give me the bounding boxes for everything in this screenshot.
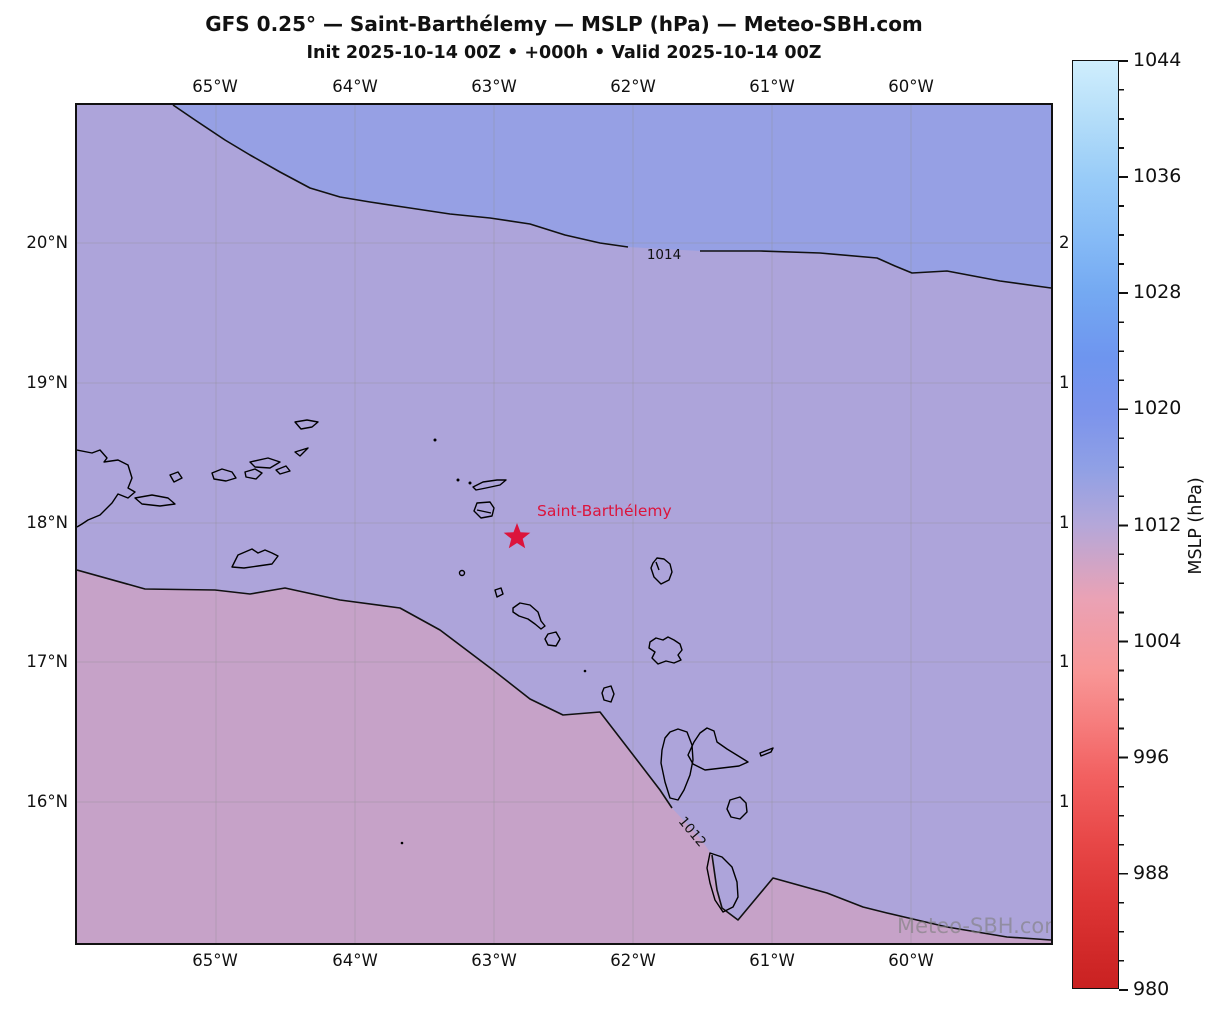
colorbar-tick-label: 988 xyxy=(1133,862,1170,884)
isobar-1012 xyxy=(711,854,1051,941)
isobar-label-1014: 1014 xyxy=(647,247,681,263)
lon-tick-bottom: 60°W xyxy=(888,951,934,970)
location-label: Saint-Barthélemy xyxy=(537,502,672,520)
lat-tick: 19°N xyxy=(26,373,68,392)
lon-tick-top: 62°W xyxy=(610,77,656,96)
plot-subtitle: Init 2025-10-14 00Z • +000h • Valid 2025… xyxy=(306,43,822,63)
colorbar-major-ticks xyxy=(1119,60,1128,991)
right-axis-clipped-label: 1 xyxy=(1059,373,1070,392)
isobar-1012 xyxy=(77,569,673,809)
colorbar-tick-label: 1028 xyxy=(1133,281,1182,303)
lat-tick: 20°N xyxy=(26,233,68,252)
location-star-icon xyxy=(503,523,531,549)
lon-tick-bottom: 65°W xyxy=(192,951,238,970)
pressure-band-1010-1012 xyxy=(77,570,1051,943)
lon-tick-bottom: 62°W xyxy=(610,951,656,970)
isobar-1014 xyxy=(700,250,1051,289)
watermark: Meteo-SBH.com xyxy=(897,914,1051,938)
pressure-band-1014-1016 xyxy=(173,105,1051,288)
lon-tick-top: 61°W xyxy=(749,77,795,96)
right-axis-clipped-label: 1 xyxy=(1059,792,1070,811)
lat-tick: 16°N xyxy=(26,792,68,811)
colorbar xyxy=(1072,60,1119,989)
lat-tick: 17°N xyxy=(26,652,68,671)
lon-tick-bottom: 64°W xyxy=(332,951,378,970)
right-axis-clipped-label: 1 xyxy=(1059,513,1070,532)
colorbar-tick-label: 1004 xyxy=(1133,630,1182,652)
lon-tick-top: 63°W xyxy=(471,77,517,96)
lon-tick-bottom: 61°W xyxy=(749,951,795,970)
isobar-1014 xyxy=(172,105,629,248)
lon-tick-bottom: 63°W xyxy=(471,951,517,970)
colorbar-tick-label: 1012 xyxy=(1133,514,1182,536)
colorbar-axis-label: MSLP (hPa) xyxy=(1186,477,1206,575)
colorbar-tick-label: 1020 xyxy=(1133,397,1182,419)
colorbar-tick-label: 1036 xyxy=(1133,165,1182,187)
island-outlines xyxy=(77,419,774,913)
colorbar-tick-label: 980 xyxy=(1133,978,1170,1000)
lon-tick-top: 64°W xyxy=(332,77,378,96)
plot-title: GFS 0.25° — Saint-Barthélemy — MSLP (hPa… xyxy=(205,12,923,36)
lon-tick-top: 65°W xyxy=(192,77,238,96)
map-svg: 1014 1012 xyxy=(77,105,1051,943)
colorbar-tick-label: 1044 xyxy=(1133,49,1182,71)
right-axis-clipped-label: 1 xyxy=(1059,652,1070,671)
lat-tick: 18°N xyxy=(26,513,68,532)
right-axis-clipped-label: 2 xyxy=(1059,233,1070,252)
colorbar-tick-label: 996 xyxy=(1133,746,1170,768)
map-panel: 1014 1012 xyxy=(75,103,1053,945)
lon-tick-top: 60°W xyxy=(888,77,934,96)
islet-dots xyxy=(400,438,587,845)
gridlines xyxy=(77,105,1051,943)
